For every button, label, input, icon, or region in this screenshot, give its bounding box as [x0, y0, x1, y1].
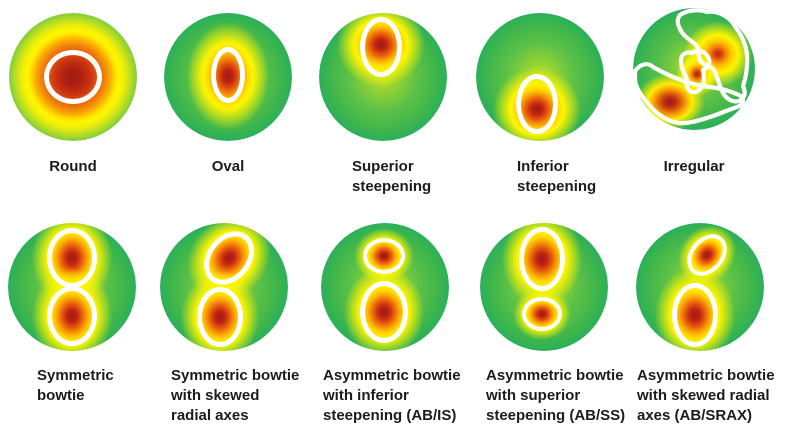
- label-superior-steepening: Superior steepening: [352, 158, 432, 195]
- contour-ring: [516, 74, 558, 134]
- label-symmetric-bowtie: Symmetric bowtie: [37, 367, 114, 404]
- contour-ring: [44, 50, 102, 104]
- contour-ring: [211, 47, 245, 103]
- contour-ring-bottom: [672, 283, 718, 347]
- label-oval: Oval: [211, 158, 245, 175]
- topography-map-asymmetric-bowtie-superior: [480, 223, 608, 351]
- label-asymmetric-bowtie-skewed: Asymmetric bowtie with skewed radial axe…: [637, 367, 775, 424]
- topography-map-symmetric-bowtie: [8, 223, 136, 351]
- topography-map-asymmetric-bowtie-skewed: [636, 223, 764, 351]
- topography-map-inferior-steepening: [476, 13, 604, 141]
- label-irregular: Irregular: [663, 158, 725, 175]
- topography-map-round: [9, 13, 137, 141]
- contour-ring-top: [363, 238, 405, 274]
- contour-upper-right: [675, 8, 750, 104]
- topography-map-superior-steepening: [319, 13, 447, 141]
- contour-ring: [360, 17, 402, 77]
- label-symmetric-bowtie-skewed: Symmetric bowtie with skewed radial axes: [171, 367, 300, 424]
- contour-ring-top: [519, 227, 565, 291]
- label-inferior-steepening: Inferior steepening: [517, 158, 597, 195]
- contour-ring-bottom: [360, 281, 408, 343]
- topography-map-asymmetric-bowtie-inferior: [321, 223, 449, 351]
- contour-ring-top: [47, 228, 97, 288]
- topography-map-symmetric-bowtie-skewed: [160, 223, 288, 351]
- label-asymmetric-bowtie-inferior: Asymmetric bowtie with inferior steepeni…: [323, 367, 461, 424]
- topography-map-irregular: [633, 8, 755, 130]
- contour-ring-bottom: [47, 286, 97, 346]
- contour-ring-bottom: [522, 297, 562, 331]
- contour-ring-bottom: [197, 287, 243, 347]
- label-asymmetric-bowtie-superior: Asymmetric bowtie with superior steepeni…: [486, 367, 626, 424]
- contour-lower-left: [633, 62, 745, 126]
- label-round: Round: [49, 158, 97, 175]
- topography-map-oval: [164, 13, 292, 141]
- irregular-contours: [633, 8, 750, 126]
